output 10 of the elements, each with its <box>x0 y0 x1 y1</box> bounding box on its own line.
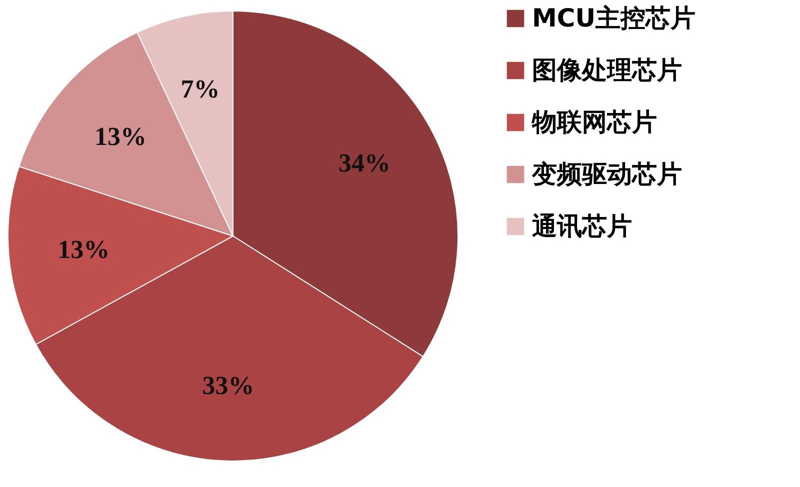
legend-label: 物联网芯片 <box>531 108 657 136</box>
data-label: 7% <box>180 74 220 104</box>
data-label: 13% <box>94 122 146 151</box>
legend-label: MCU主控芯片 <box>532 4 696 32</box>
data-label: 33% <box>202 370 254 400</box>
data-label: 34% <box>338 148 390 178</box>
legend-label: 通讯芯片 <box>532 212 632 240</box>
legend-label: 变频驱动芯片 <box>531 160 682 188</box>
legend-label: 图像处理芯片 <box>532 56 682 84</box>
data-label: 13% <box>58 235 110 264</box>
